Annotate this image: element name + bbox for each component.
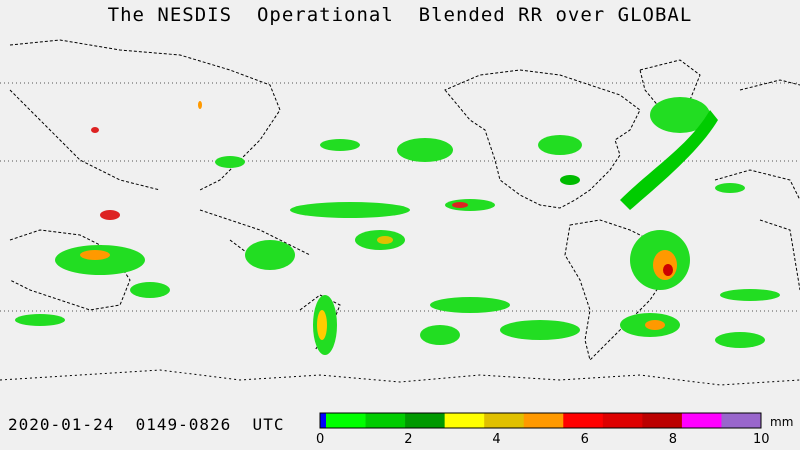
colorbar-frame: [319, 412, 762, 429]
colorbar-cell: [602, 413, 643, 428]
colorbar-tick-label: 2: [404, 432, 413, 447]
colorbar-cell: [405, 413, 446, 428]
colorbar-tick-label: 8: [668, 432, 678, 447]
colorbar-tick-label: 0: [316, 432, 325, 447]
rainfall-map: [0, 39, 800, 386]
colorbar-unit: mm: [770, 415, 794, 429]
colorbar-cell: [320, 413, 327, 428]
colorbar-cell: [523, 413, 564, 428]
colorbar-cell: [444, 413, 485, 428]
precipitation-areas: [15, 97, 780, 355]
colorbar-cell: [721, 413, 762, 428]
map-title: The NESDIS Operational Blended RR over G…: [107, 4, 693, 26]
colorbar-cell: [484, 413, 525, 428]
colorbar-cell: [681, 413, 722, 428]
colorbar-tick-label: 6: [580, 432, 589, 447]
colorbar-tick-label: 10: [753, 432, 770, 447]
colorbar-cell: [563, 413, 604, 428]
colorbar-cell: [642, 413, 683, 428]
colorbar-cell: [365, 413, 406, 428]
colorbar-tick-label: 4: [492, 432, 501, 447]
timestamp-label: 2020-01-24 0149-0826 UTC: [8, 415, 285, 434]
colorbar-cell: [326, 413, 367, 428]
